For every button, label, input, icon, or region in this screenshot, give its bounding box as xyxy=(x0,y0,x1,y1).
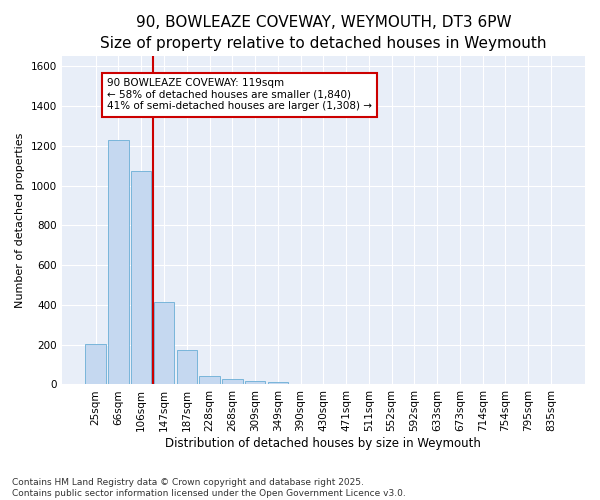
Bar xyxy=(176,350,197,384)
Bar xyxy=(131,170,151,384)
Title: 90, BOWLEAZE COVEWAY, WEYMOUTH, DT3 6PW
Size of property relative to detached ho: 90, BOWLEAZE COVEWAY, WEYMOUTH, DT3 6PW … xyxy=(100,15,547,51)
Bar xyxy=(268,382,288,384)
Bar xyxy=(245,382,265,384)
Text: Contains HM Land Registry data © Crown copyright and database right 2025.
Contai: Contains HM Land Registry data © Crown c… xyxy=(12,478,406,498)
Bar xyxy=(154,302,174,384)
Bar xyxy=(85,344,106,384)
Y-axis label: Number of detached properties: Number of detached properties xyxy=(15,132,25,308)
Bar xyxy=(199,376,220,384)
Bar xyxy=(222,380,242,384)
Bar xyxy=(108,140,129,384)
Text: 90 BOWLEAZE COVEWAY: 119sqm
← 58% of detached houses are smaller (1,840)
41% of : 90 BOWLEAZE COVEWAY: 119sqm ← 58% of det… xyxy=(107,78,372,112)
X-axis label: Distribution of detached houses by size in Weymouth: Distribution of detached houses by size … xyxy=(166,437,481,450)
